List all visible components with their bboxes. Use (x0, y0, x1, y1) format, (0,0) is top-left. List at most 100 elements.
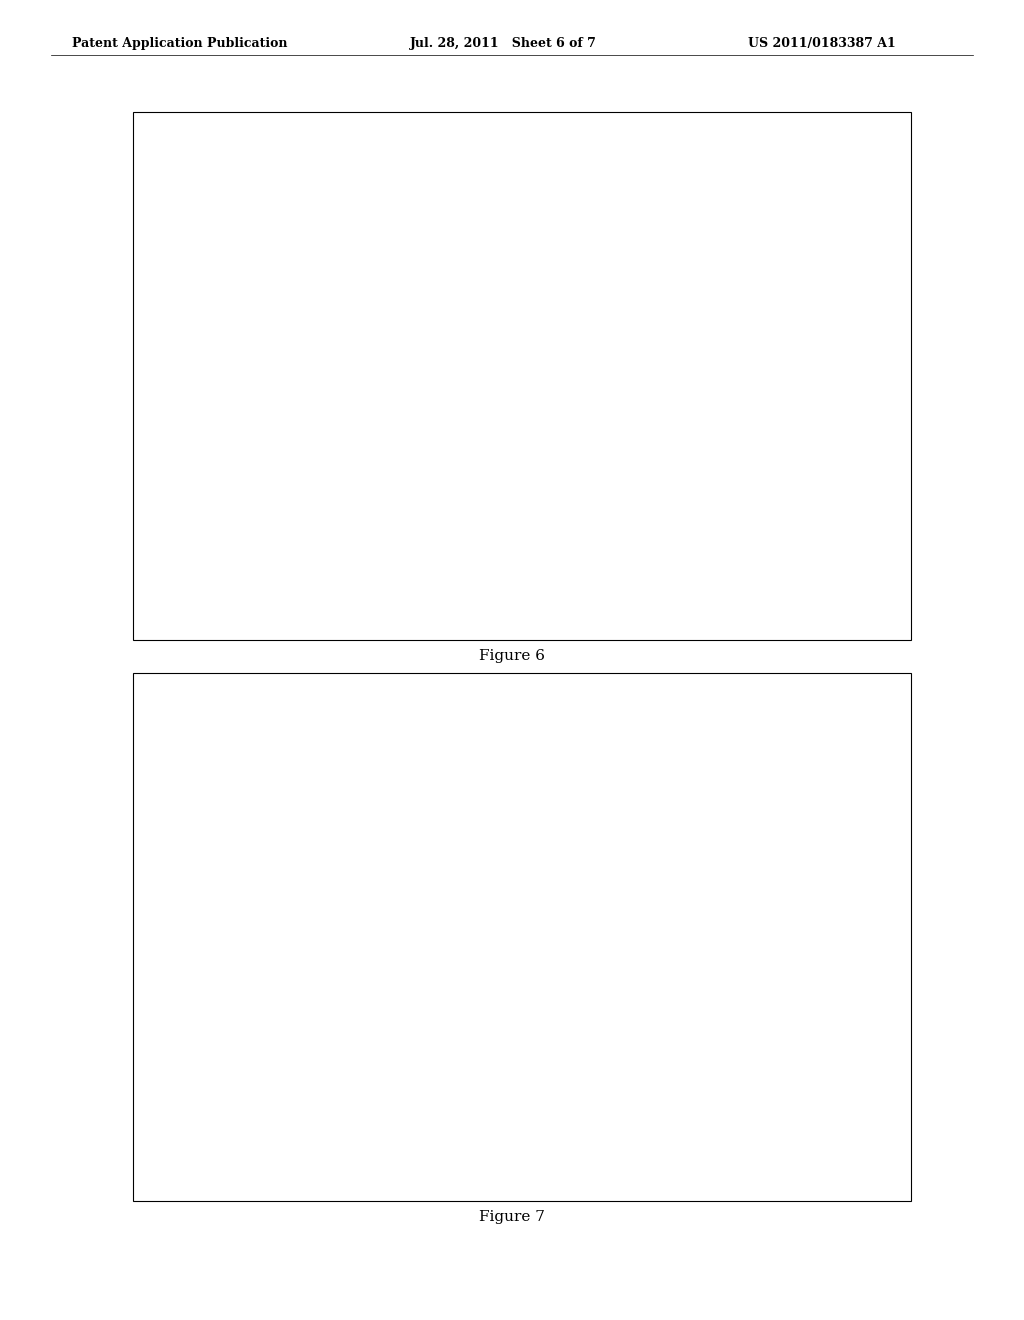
Point (592, 350, 608, 371)
Point (376, 375, 392, 396)
Text: Jul. 28, 2011   Sheet 6 of 7: Jul. 28, 2011 Sheet 6 of 7 (410, 37, 596, 50)
Point (620, 851, 636, 873)
Point (693, 771, 710, 792)
Point (385, 447, 401, 469)
Point (562, 768, 579, 789)
Point (394, 1048, 411, 1069)
Point (444, 414, 461, 436)
Point (557, 239, 573, 260)
Text: Figure 6: Figure 6 (479, 649, 545, 664)
Point (480, 836, 497, 857)
Point (567, 232, 584, 253)
Y-axis label: [X] [g/L]: [X] [g/L] (209, 346, 221, 400)
Point (366, 395, 382, 416)
Point (411, 995, 427, 1016)
Point (710, 768, 726, 789)
Point (505, 878, 521, 899)
Point (404, 350, 421, 371)
Point (382, 1098, 398, 1119)
Point (316, 499, 333, 520)
Point (423, 1011, 439, 1032)
Point (464, 878, 480, 899)
Point (398, 1034, 415, 1055)
Point (316, 1139, 333, 1160)
Text: Figure 7: Figure 7 (479, 1210, 545, 1225)
Point (456, 939, 472, 960)
Point (371, 454, 387, 475)
Point (395, 356, 412, 378)
Point (366, 1109, 382, 1130)
Point (292, 532, 308, 553)
Point (548, 246, 564, 267)
Point (390, 1060, 407, 1081)
Point (327, 525, 343, 546)
Point (439, 977, 456, 998)
Point (472, 859, 488, 880)
Point (597, 213, 613, 234)
Point (677, 771, 693, 792)
Point (464, 317, 480, 338)
Point (616, 323, 633, 345)
Point (257, 539, 273, 560)
Point (660, 760, 677, 781)
Point (349, 1129, 366, 1150)
Point (595, 783, 611, 804)
Point (456, 892, 472, 913)
Point (503, 388, 519, 409)
Point (366, 1106, 382, 1127)
Point (420, 343, 436, 364)
Point (587, 219, 603, 240)
Point (423, 965, 439, 986)
Point (302, 519, 318, 540)
Point (626, 193, 642, 214)
Point (267, 539, 284, 560)
Point (400, 441, 417, 462)
Point (300, 1143, 316, 1164)
Point (631, 193, 647, 214)
Point (529, 791, 546, 812)
Point (355, 421, 372, 442)
Point (523, 265, 540, 286)
Point (644, 771, 660, 792)
Point (577, 226, 593, 247)
Point (316, 1113, 333, 1134)
Point (439, 931, 456, 952)
Point (390, 1082, 407, 1104)
Point (685, 863, 701, 884)
X-axis label: Duration [hrs]: Duration [hrs] (452, 626, 542, 639)
Point (494, 290, 510, 312)
Point (450, 330, 466, 351)
Point (538, 866, 554, 887)
Point (333, 1109, 349, 1130)
Point (278, 539, 294, 560)
Point (429, 421, 445, 442)
Point (459, 408, 475, 429)
Point (478, 304, 495, 325)
Point (284, 1147, 300, 1168)
Point (628, 768, 644, 789)
Point (386, 1072, 402, 1093)
Point (616, 199, 633, 220)
Point (532, 375, 549, 396)
Point (488, 825, 505, 846)
Point (554, 863, 570, 884)
Point (357, 1121, 374, 1142)
Point (447, 961, 464, 982)
Text: US 2011/0183387 A1: US 2011/0183387 A1 (748, 37, 895, 50)
Point (407, 1011, 423, 1032)
Point (431, 991, 447, 1012)
Point (382, 1086, 398, 1107)
Point (538, 252, 554, 273)
Point (407, 1048, 423, 1069)
Point (434, 337, 451, 358)
Point (341, 459, 357, 480)
Point (360, 408, 377, 429)
Point (521, 870, 538, 891)
Point (311, 506, 328, 527)
Y-axis label: % lip [g/g]: % lip [g/g] (780, 339, 794, 407)
Point (570, 866, 587, 887)
Point (579, 760, 595, 781)
Point (472, 904, 488, 925)
Point (505, 809, 521, 830)
Point (447, 912, 464, 933)
